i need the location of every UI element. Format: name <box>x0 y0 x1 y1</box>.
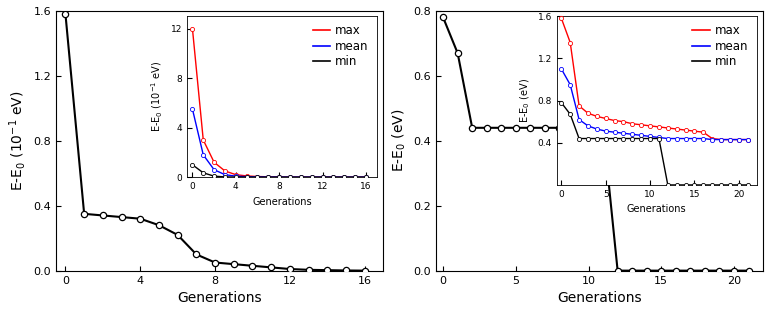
Y-axis label: E-E$_0$ (eV): E-E$_0$ (eV) <box>390 109 407 173</box>
X-axis label: Generations: Generations <box>557 291 641 305</box>
X-axis label: Generations: Generations <box>177 291 262 305</box>
Y-axis label: E-E$_0$ (10$^{-1}$ eV): E-E$_0$ (10$^{-1}$ eV) <box>7 91 28 191</box>
